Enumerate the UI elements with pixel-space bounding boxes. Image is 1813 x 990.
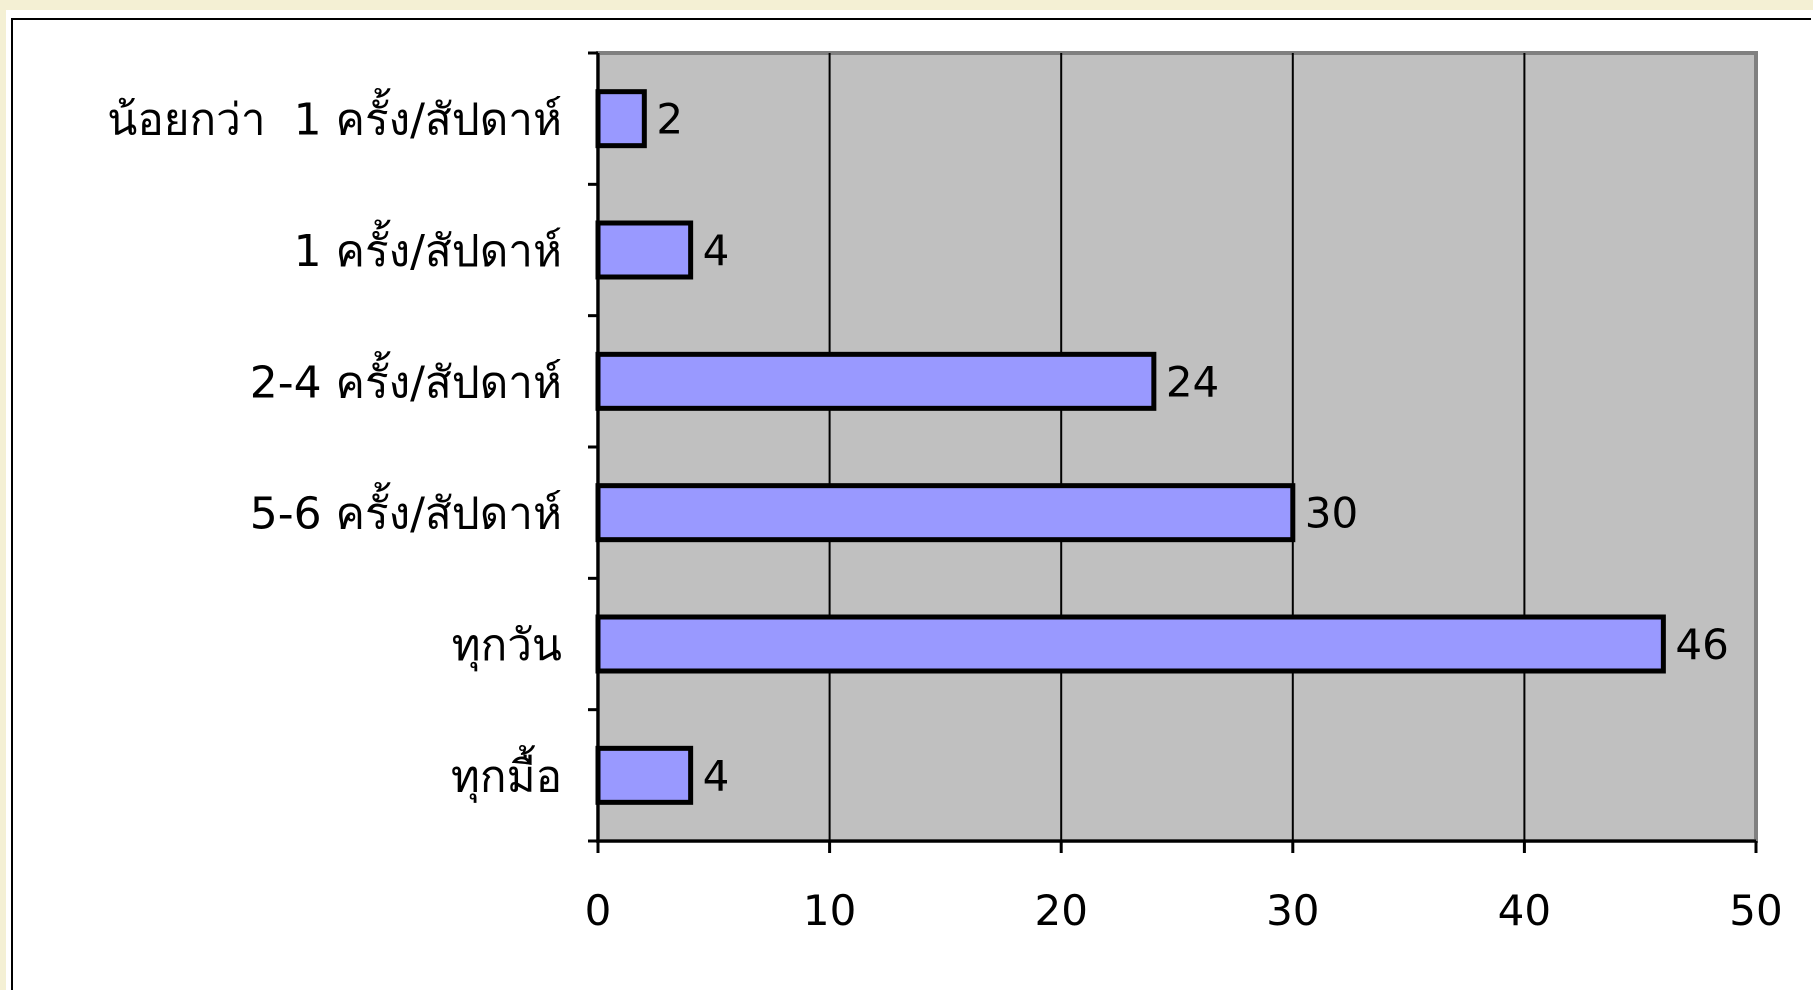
bar — [595, 351, 1157, 411]
data-label: 46 — [1675, 620, 1728, 669]
plot-area — [596, 51, 1758, 843]
x-tick-label: 40 — [1498, 886, 1551, 935]
category-label: 1 ครั้ง/สัปดาห์ — [294, 219, 562, 277]
category-label: 2-4 ครั้ง/สัปดาห์ — [250, 350, 562, 408]
bar — [595, 220, 694, 280]
bar — [595, 745, 694, 805]
bar — [595, 614, 1666, 674]
bar — [595, 483, 1296, 543]
x-tick-label: 0 — [585, 886, 612, 935]
data-label: 30 — [1305, 489, 1358, 538]
category-label: 5-6 ครั้ง/สัปดาห์ — [250, 482, 562, 540]
data-label: 2 — [656, 95, 683, 144]
x-tick-label: 20 — [1034, 886, 1087, 935]
window-left-strip — [0, 0, 6, 990]
data-label: 4 — [703, 751, 730, 800]
x-tick-label: 30 — [1266, 886, 1319, 935]
gridlines — [828, 53, 1526, 841]
x-tick-label: 50 — [1729, 886, 1782, 935]
category-label: ทุกวัน — [452, 620, 562, 672]
plot-background — [596, 51, 1758, 843]
x-tick-label: 10 — [803, 886, 856, 935]
data-label: 24 — [1166, 357, 1219, 406]
data-label: 4 — [703, 226, 730, 275]
window-top-strip — [0, 0, 1813, 10]
category-label: ทุกมื้อ — [451, 744, 562, 803]
category-label: น้อยกว่า 1 ครั้ง/สัปดาห์ — [107, 88, 562, 146]
bar — [595, 89, 647, 149]
axes — [588, 51, 1758, 853]
